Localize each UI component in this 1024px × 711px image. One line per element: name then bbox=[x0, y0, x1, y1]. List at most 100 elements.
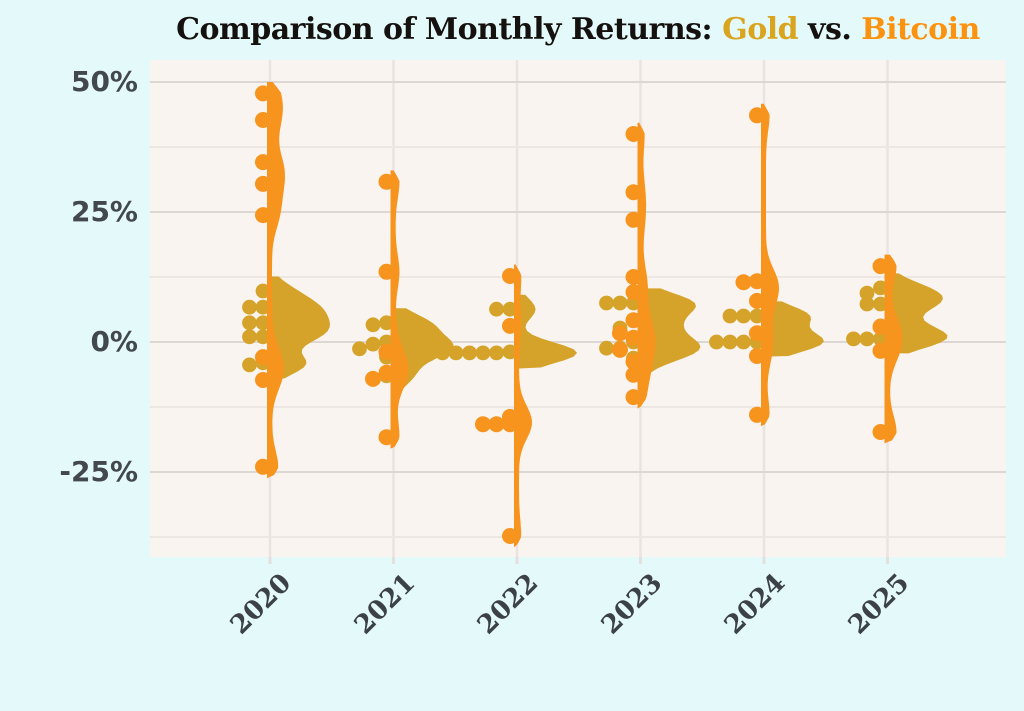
bitcoin-dot-2022 bbox=[502, 268, 518, 284]
bitcoin-dot-2023 bbox=[625, 389, 642, 406]
x-tick-mark bbox=[515, 557, 519, 564]
x-tick-mark bbox=[886, 557, 889, 564]
bitcoin-dot-2022 bbox=[502, 416, 518, 433]
gold-dot-2021 bbox=[365, 317, 381, 333]
chart-marks bbox=[242, 82, 948, 548]
bitcoin-violins bbox=[267, 82, 903, 548]
bitcoin-dot-2024 bbox=[749, 273, 765, 290]
bitcoin-dot-2020 bbox=[255, 372, 271, 388]
bitcoin-violin-2025 bbox=[884, 254, 903, 444]
gold-dot-2025 bbox=[859, 285, 875, 301]
gold-dot-2024 bbox=[749, 308, 765, 324]
title-prefix: Comparison of Monthly Returns: bbox=[176, 12, 723, 47]
bitcoin-dot-2021 bbox=[365, 370, 381, 387]
bitcoin-dot-2024 bbox=[749, 292, 765, 309]
bitcoin-dot-2024 bbox=[735, 274, 752, 291]
gold-violin-2020 bbox=[272, 276, 330, 380]
gold-dot-2022 bbox=[502, 344, 518, 360]
gold-dot-2022 bbox=[502, 301, 518, 317]
gold-violin-2024 bbox=[766, 301, 824, 357]
x-tick-mark bbox=[392, 557, 395, 564]
bitcoin-dot-2023 bbox=[625, 269, 642, 285]
gold-dot-2025 bbox=[859, 331, 875, 347]
gold-dot-2020 bbox=[242, 299, 257, 315]
bitcoin-dots bbox=[255, 85, 889, 544]
gridlines bbox=[150, 60, 1006, 564]
bitcoin-dot-2023 bbox=[625, 329, 642, 346]
gold-dot-2023 bbox=[599, 295, 614, 311]
bitcoin-dot-2020 bbox=[255, 458, 271, 475]
gold-dots bbox=[242, 280, 888, 384]
x-tick-mark bbox=[639, 557, 642, 564]
gold-dot-2025 bbox=[873, 331, 888, 347]
chart-title: Comparison of Monthly Returns: Gold vs. … bbox=[150, 12, 1006, 47]
gold-dot-2023 bbox=[626, 295, 641, 311]
bitcoin-dot-2021 bbox=[378, 343, 395, 360]
gold-violin-2025 bbox=[889, 273, 948, 354]
bitcoin-dot-2020 bbox=[255, 112, 271, 128]
gold-dot-2020 bbox=[242, 357, 257, 373]
gold-dot-2020 bbox=[255, 315, 271, 331]
bitcoin-dot-2020 bbox=[255, 207, 271, 224]
bitcoin-dot-2025 bbox=[872, 318, 889, 335]
bitcoin-dot-2023 bbox=[625, 211, 642, 228]
gold-dot-2021 bbox=[365, 336, 381, 352]
bitcoin-dot-2025 bbox=[872, 258, 889, 275]
bitcoin-dot-2024 bbox=[749, 325, 765, 342]
bitcoin-dot-2024 bbox=[749, 107, 765, 124]
gold-dot-2020 bbox=[255, 329, 271, 345]
bitcoin-dot-2021 bbox=[378, 364, 395, 381]
bitcoin-dot-2025 bbox=[872, 342, 889, 359]
gold-dot-2023 bbox=[599, 340, 614, 356]
bitcoin-dot-2021 bbox=[378, 263, 395, 280]
gold-dot-2025 bbox=[859, 296, 875, 312]
bitcoin-dot-2023 bbox=[625, 366, 642, 383]
gold-dot-2022 bbox=[475, 345, 491, 361]
bitcoin-dot-2022 bbox=[502, 528, 518, 544]
y-tick-label-25: 25% bbox=[70, 195, 138, 228]
bitcoin-dot-2022 bbox=[475, 416, 491, 433]
bitcoin-dot-2023 bbox=[612, 341, 628, 358]
gold-dot-2020 bbox=[242, 315, 257, 331]
bitcoin-dot-2021 bbox=[378, 429, 395, 446]
gold-dot-2020 bbox=[255, 299, 271, 315]
bitcoin-dot-2023 bbox=[625, 184, 642, 201]
gold-dot-2022 bbox=[489, 301, 504, 317]
gold-dot-2021 bbox=[352, 341, 367, 357]
bitcoin-dot-2021 bbox=[378, 173, 395, 190]
bitcoin-dot-2023 bbox=[625, 284, 642, 301]
gold-dot-2022 bbox=[421, 346, 437, 362]
gold-violin-2022 bbox=[519, 294, 577, 369]
gold-dot-2024 bbox=[709, 334, 724, 350]
title-bitcoin-label: Bitcoin bbox=[861, 12, 980, 47]
bitcoin-violin-2024 bbox=[761, 103, 779, 427]
y-tick-label-0: 0% bbox=[90, 325, 138, 358]
bitcoin-dot-2022 bbox=[502, 317, 518, 334]
gold-dot-2021 bbox=[379, 315, 394, 331]
bitcoin-dot-2023 bbox=[612, 325, 628, 342]
gold-dot-2025 bbox=[873, 280, 888, 296]
gold-dot-2024 bbox=[722, 308, 738, 324]
y-tick-label-50: 50% bbox=[70, 65, 138, 98]
gold-dot-2025 bbox=[846, 331, 861, 347]
gold-dot-2022 bbox=[489, 345, 504, 361]
gold-dot-2025 bbox=[873, 296, 888, 312]
bitcoin-dot-2020 bbox=[255, 175, 271, 192]
gold-dot-2024 bbox=[722, 334, 738, 350]
bitcoin-violin-2023 bbox=[637, 122, 656, 409]
gold-dot-2022 bbox=[435, 345, 450, 361]
bitcoin-violin-2021 bbox=[390, 170, 409, 449]
bitcoin-dot-2023 bbox=[625, 353, 642, 370]
gold-dot-2022 bbox=[448, 345, 464, 361]
bitcoin-dot-2023 bbox=[625, 126, 642, 142]
y-tick-label-neg25: -25% bbox=[59, 455, 138, 488]
title-gold-label: Gold bbox=[722, 12, 799, 47]
bitcoin-dot-2024 bbox=[749, 406, 765, 423]
bitcoin-dot-2020 bbox=[255, 154, 271, 171]
bitcoin-dot-2025 bbox=[872, 424, 889, 440]
bitcoin-dot-2020 bbox=[255, 85, 271, 102]
bitcoin-violin-2022 bbox=[514, 264, 532, 548]
x-tick-mark bbox=[762, 557, 766, 564]
